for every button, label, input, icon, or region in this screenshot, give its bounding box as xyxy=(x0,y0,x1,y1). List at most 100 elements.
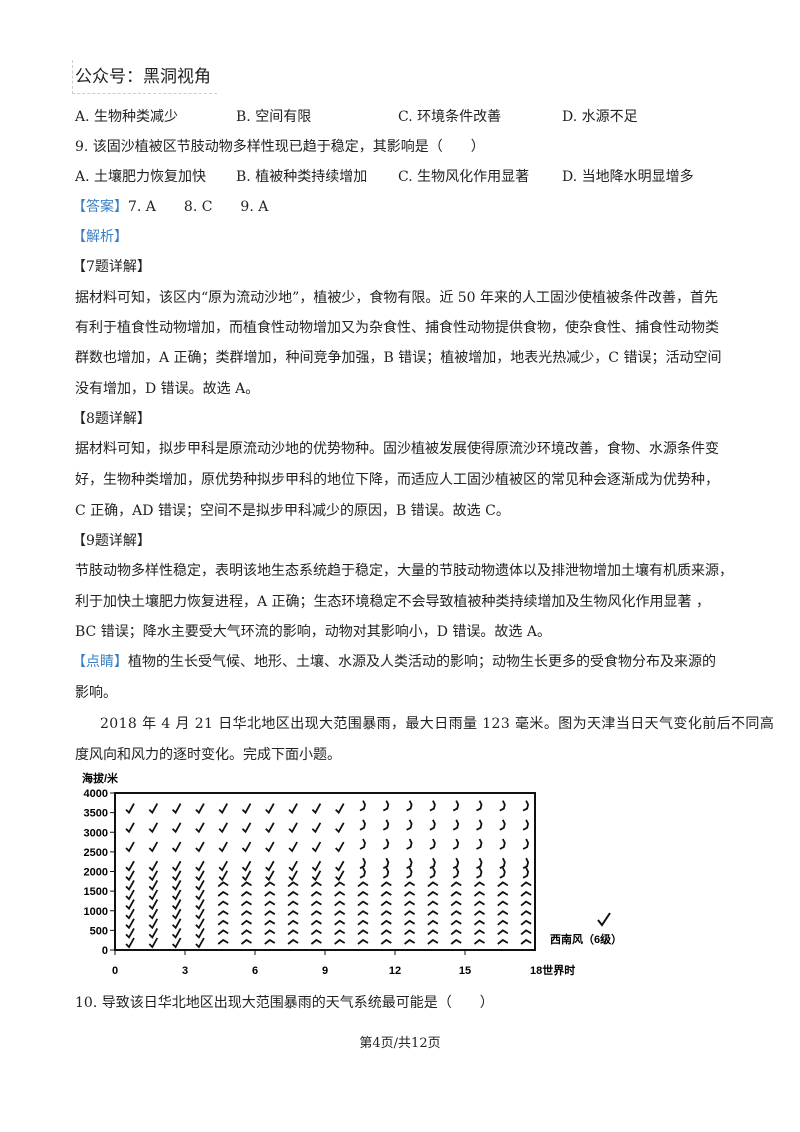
wind-barb xyxy=(240,910,252,916)
wind-barb xyxy=(380,881,392,888)
wind-barb xyxy=(288,841,298,853)
wind-barb xyxy=(148,918,159,930)
wind-barb xyxy=(452,857,460,870)
wind-barb xyxy=(452,867,460,879)
wind-barb xyxy=(497,881,509,888)
wind-barb xyxy=(217,938,229,945)
wind-barb xyxy=(287,910,299,916)
tip-line-2: 影响。 xyxy=(75,685,117,701)
wind-barb xyxy=(195,918,205,930)
wind-barb xyxy=(148,803,159,815)
wind-barb xyxy=(335,860,345,872)
wind-barb xyxy=(335,822,345,834)
x-tick-label: 15 xyxy=(459,965,471,977)
wind-barb xyxy=(264,919,276,926)
wind-barb xyxy=(357,890,369,897)
y-axis-label: 海拔/米 xyxy=(82,771,119,785)
wind-barb xyxy=(264,900,276,907)
wind-barb xyxy=(241,860,252,872)
wind-barb xyxy=(429,819,436,831)
wind-barb xyxy=(265,803,275,815)
wind-barb xyxy=(195,870,205,882)
page-footer: 第4页/共12页 xyxy=(359,1036,441,1051)
x-tick-label: 3 xyxy=(182,965,188,977)
wind-barb xyxy=(406,819,413,831)
wind-barb xyxy=(450,919,462,926)
wind-barb xyxy=(427,938,439,945)
wind-barb xyxy=(125,879,135,891)
wind-barb xyxy=(499,800,506,812)
wind-barb xyxy=(241,822,252,834)
wind-barb xyxy=(334,929,346,936)
wind-barb xyxy=(218,860,228,872)
wind-barb xyxy=(359,819,366,831)
wind-barb xyxy=(404,929,416,936)
wind-barb xyxy=(310,929,322,936)
legend-barb-icon xyxy=(597,912,611,927)
section-9-title: 【9题详解】 xyxy=(72,533,151,549)
wind-barb xyxy=(171,870,182,882)
wind-barb xyxy=(125,822,135,834)
analysis-label: 【解析】 xyxy=(72,229,128,245)
wind-barb xyxy=(520,929,532,936)
wind-barb xyxy=(499,867,506,879)
wind-barb xyxy=(217,929,229,936)
wind-barb xyxy=(311,822,322,834)
wind-barb xyxy=(382,819,390,831)
wind-barb xyxy=(311,803,322,815)
x-tick-label: 6 xyxy=(252,965,258,977)
wind-barb xyxy=(195,841,205,853)
wind-barb xyxy=(265,860,275,872)
section-8-line: 据材料可知，拟步甲科是原流动沙地的优势物种。固沙植被发展使得原流沙环境改善，食物… xyxy=(75,441,719,457)
wind-barb xyxy=(148,822,159,834)
section-9-line: 节肢动物多样性稳定，表明该地生态系统趋于稳定，大量的节肢动物遗体以及排泄物增加土… xyxy=(75,563,733,579)
wind-barb xyxy=(148,841,159,853)
wind-barb xyxy=(311,860,322,872)
wind-barb xyxy=(217,900,229,907)
wind-barb xyxy=(218,803,228,815)
wind-barb xyxy=(473,900,485,907)
wind-barb xyxy=(473,938,485,945)
q8-option-a: A. 生物种类减少 xyxy=(75,109,179,125)
wind-barb xyxy=(125,899,135,911)
wind-barb xyxy=(288,870,298,882)
wind-barb xyxy=(452,800,460,812)
wind-barb xyxy=(310,890,322,897)
wind-barb xyxy=(171,899,182,911)
y-tick-label: 3500 xyxy=(84,808,108,820)
wind-barb xyxy=(125,841,135,853)
section-7-line: 据材料可知，该区内“原为流动沙地”，植被少，食物有限。近 50 年来的人工固沙使… xyxy=(75,290,719,306)
wind-barb xyxy=(450,900,462,907)
section-7-line: 有利于植食性动物增加，而植食性动物增加又为杂食性、捕食性动物提供食物，使杂食性、… xyxy=(75,320,719,336)
wind-barb xyxy=(429,857,436,870)
wind-barb xyxy=(171,937,182,949)
wind-barb xyxy=(218,870,228,882)
wind-barb xyxy=(359,800,366,812)
wind-barb xyxy=(497,890,509,897)
wind-barb xyxy=(264,881,276,888)
wind-barb xyxy=(382,838,390,850)
wind-barb xyxy=(520,938,532,945)
wind-barb xyxy=(171,860,182,872)
wind-barb xyxy=(171,803,182,815)
material-line: 度风向和风力的逐时变化。完成下面小题。 xyxy=(75,747,341,763)
wind-barb xyxy=(522,857,530,870)
wind-barb xyxy=(288,860,298,872)
wind-barb xyxy=(522,838,530,850)
wind-barb xyxy=(380,938,392,945)
wind-barb xyxy=(334,890,346,897)
plot-frame xyxy=(114,792,536,951)
wind-barb xyxy=(382,857,390,870)
wind-barb xyxy=(241,803,252,815)
wind-barb xyxy=(380,890,392,897)
wind-barb xyxy=(241,870,252,882)
wind-barb xyxy=(427,900,439,907)
wind-barb xyxy=(429,800,436,812)
wind-barb xyxy=(450,890,462,897)
wind-barb xyxy=(287,919,299,926)
wind-barb xyxy=(380,919,392,926)
wind-barb xyxy=(380,910,392,916)
wind-barb xyxy=(452,838,460,850)
wind-barb xyxy=(476,867,483,879)
wind-barb xyxy=(476,838,483,850)
